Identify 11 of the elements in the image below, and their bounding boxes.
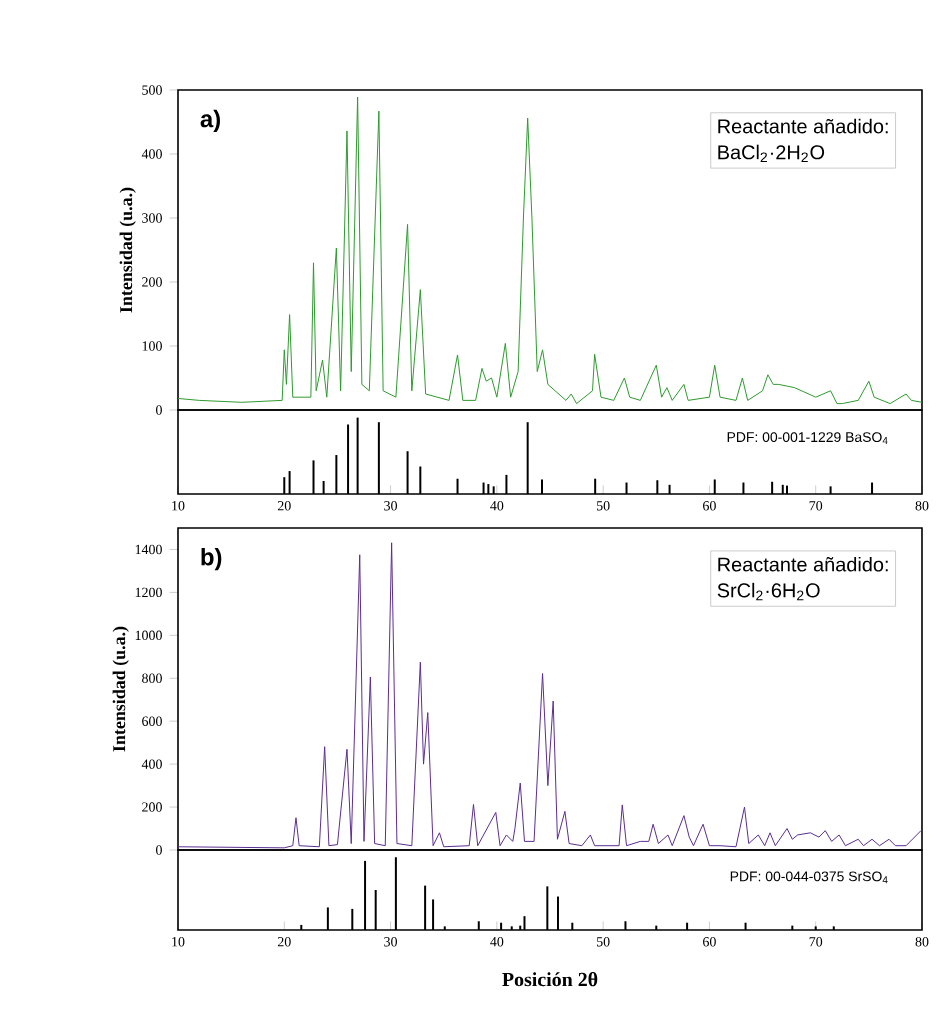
y-axis-title: Intensidad (u.a.) xyxy=(119,187,136,313)
annotation: a) xyxy=(200,109,220,133)
annotation: Reactante añadido: xyxy=(718,556,888,572)
line-series xyxy=(178,542,922,849)
x-axis-title: Posición 2θ xyxy=(502,972,598,987)
annotation: SrCl$_{2}$·6H$_{2}$O xyxy=(717,582,820,601)
line-series xyxy=(178,96,922,405)
annotation: BaCl$_{2}$·2H$_{2}$O xyxy=(718,144,825,163)
annotation: b) xyxy=(201,547,222,571)
y-axis-title: Intensidad (u.a.) xyxy=(112,626,129,752)
annotation: Reactante añadido: xyxy=(718,118,888,134)
